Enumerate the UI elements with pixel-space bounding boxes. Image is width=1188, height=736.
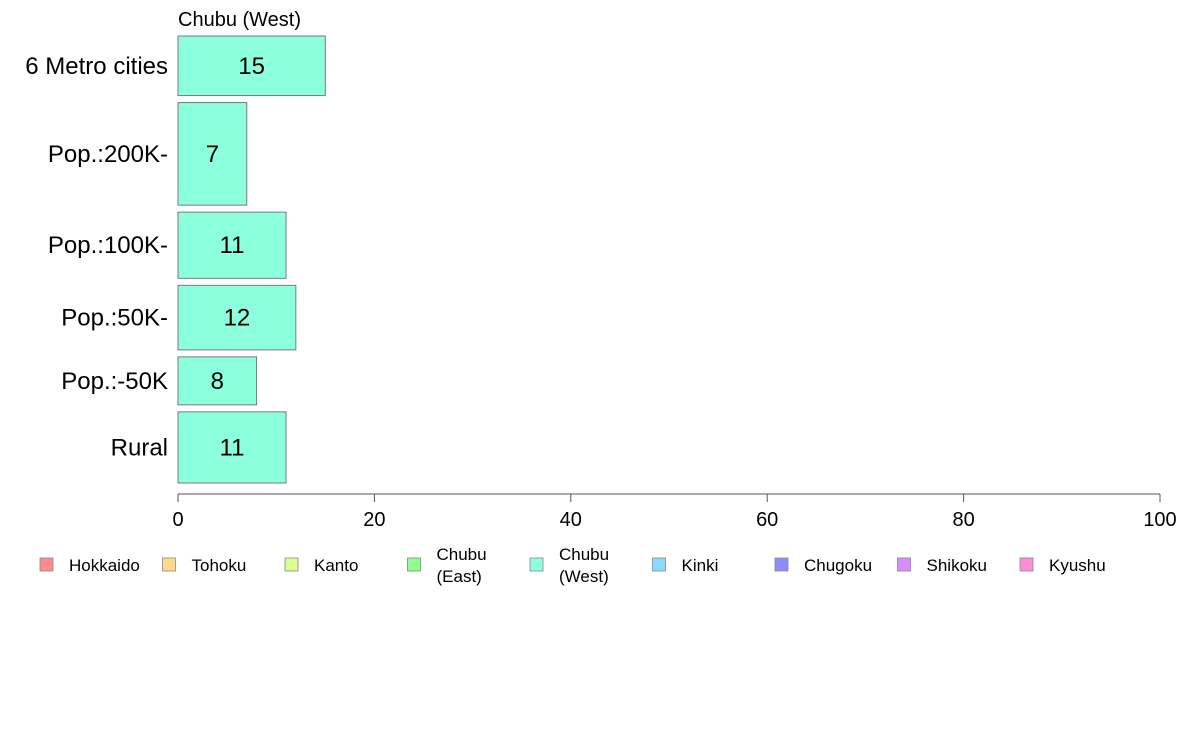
bar — [177, 356, 258, 406]
category-label: Pop.:-50K — [61, 368, 168, 395]
category-label: 6 Metro cities — [25, 53, 168, 80]
x-tick-label: 20 — [363, 509, 385, 531]
legend-label: Kinki — [682, 556, 719, 575]
legend-swatch — [897, 557, 911, 572]
category-label: Pop.:100K- — [48, 232, 168, 259]
bar — [177, 35, 326, 97]
bar-value-label: 15 — [238, 53, 265, 80]
bars-group: 15 6 Metro cities 7 Pop.:200K- 11 Pop.:100K- 1… — [25, 35, 326, 484]
chart-title: Chubu (West) — [178, 9, 301, 31]
bar-value-label: 12 — [224, 305, 251, 332]
legend-label: (East) — [437, 567, 482, 586]
legend-swatch — [162, 557, 176, 572]
legend-swatch — [774, 557, 789, 572]
category-label: Pop.:50K- — [61, 305, 168, 332]
legend-label: (West) — [559, 567, 609, 586]
legend-swatch — [407, 557, 421, 572]
bar-value-label: 11 — [220, 232, 245, 259]
x-axis: 0 20 40 60 80 100 — [172, 493, 1177, 531]
x-tick-label: 60 — [756, 509, 778, 531]
bar-value-label: 11 — [220, 434, 245, 461]
x-tick-label: 0 — [172, 509, 183, 531]
legend-label: Chubu — [437, 545, 487, 564]
legend-swatch — [1019, 557, 1034, 572]
legend-label: Chubu — [559, 545, 609, 564]
legend-label: Kyushu — [1049, 556, 1106, 575]
legend-swatch — [284, 557, 299, 572]
bar — [177, 102, 248, 206]
category-label: Rural — [111, 434, 168, 461]
legend-swatch — [39, 557, 54, 572]
bar — [177, 284, 297, 351]
x-tick-label: 80 — [952, 509, 974, 531]
legend-swatch — [652, 557, 666, 572]
legend: Hokkaido Tohoku Kanto Chubu (East) Chubu (West… — [39, 545, 1106, 586]
legend-label: Shikoku — [927, 556, 987, 575]
bar-value-label: 8 — [211, 368, 224, 395]
legend-label: Kanto — [314, 556, 358, 575]
x-tick-label: 100 — [1143, 509, 1176, 531]
legend-label: Tohoku — [192, 556, 247, 575]
legend-swatch — [529, 557, 544, 572]
bar — [177, 211, 287, 279]
x-tick-label: 40 — [560, 509, 582, 531]
legend-label: Chugoku — [804, 556, 872, 575]
category-label: Pop.:200K- — [48, 141, 168, 168]
bar — [177, 411, 287, 484]
legend-label: Hokkaido — [69, 556, 140, 575]
bar-value-label: 7 — [206, 141, 219, 168]
